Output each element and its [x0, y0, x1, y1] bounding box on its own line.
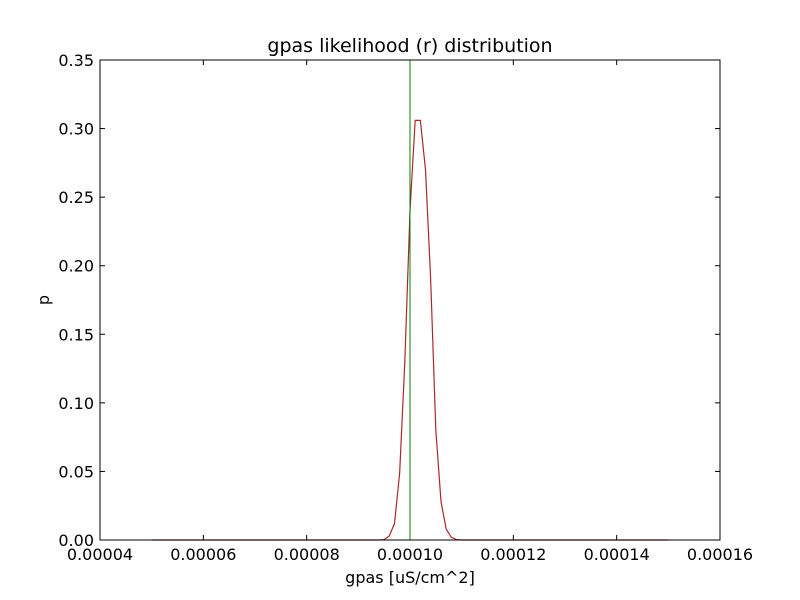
y-tick-label: 0.00 — [58, 531, 94, 550]
x-tick-label: 0.00004 — [67, 545, 133, 564]
y-tick-label: 0.30 — [58, 120, 94, 139]
y-tick-label: 0.25 — [58, 188, 94, 207]
y-tick-label: 0.15 — [58, 325, 94, 344]
x-tick-label: 0.00012 — [480, 545, 546, 564]
plot-group — [151, 60, 669, 541]
x-tick-label: 0.00014 — [584, 545, 650, 564]
x-tick-label: 0.00010 — [377, 545, 443, 564]
chart-title: gpas likelihood (r) distribution — [267, 35, 552, 57]
plot-frame — [99, 59, 721, 541]
y-tick-label: 0.10 — [58, 394, 94, 413]
x-axis-label: gpas [uS/cm^2] — [345, 568, 475, 587]
x-tick-label: 0.00008 — [274, 545, 340, 564]
ticks-group: 0.00004 0.00006 0.00008 0.00010 0.00012 0.000… — [58, 51, 753, 564]
y-tick-label: 0.35 — [58, 51, 94, 70]
y-tick-label: 0.05 — [58, 462, 94, 481]
y-tick-label: 0.20 — [58, 257, 94, 276]
x-tick-label: 0.00006 — [170, 545, 236, 564]
x-tick-label: 0.00016 — [687, 545, 753, 564]
series-line — [151, 119, 669, 541]
y-axis-label: p — [34, 295, 53, 305]
